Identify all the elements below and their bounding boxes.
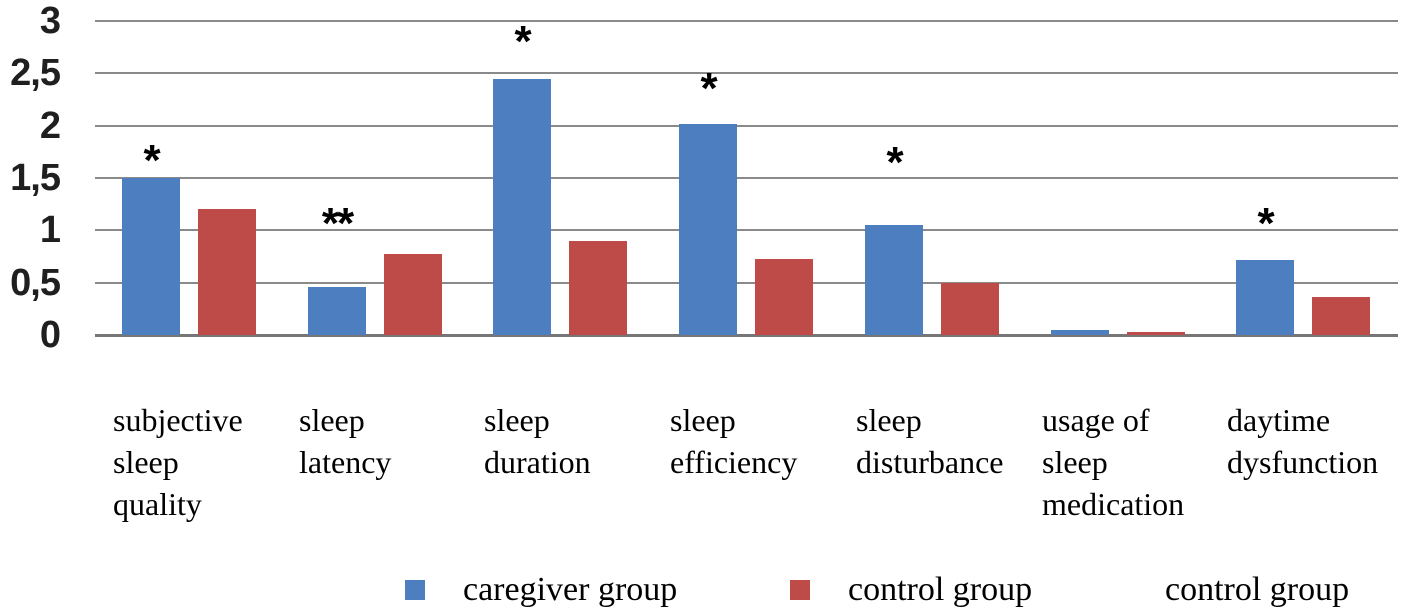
bar-control-group <box>384 254 442 335</box>
legend-item: caregiver group <box>405 570 677 610</box>
bar-control-group <box>198 209 256 335</box>
bar-caregiver-group <box>308 286 366 335</box>
legend-label: caregiver group <box>463 571 678 608</box>
bar-control-group <box>569 240 627 335</box>
legend-label: control group <box>848 571 1033 608</box>
category-label: sleep disturbance <box>856 402 1004 480</box>
bar-caregiver-group <box>1236 259 1294 335</box>
y-axis-tick-label: 0,5 <box>10 261 61 304</box>
gridline <box>95 177 1398 179</box>
y-axis-tick-label: 1,5 <box>10 157 61 199</box>
bar-caregiver-group <box>865 225 923 335</box>
y-axis-tick-label: 2,5 <box>10 52 61 95</box>
category-label: sleep latency <box>299 402 392 480</box>
significance-marker: ** <box>321 199 354 248</box>
bar-caregiver-group <box>1051 329 1109 335</box>
bar-caregiver-group <box>122 178 180 335</box>
category-label: daytime dysfunction <box>1227 402 1379 480</box>
gridline <box>95 124 1398 127</box>
category-label: sleep duration <box>484 402 591 480</box>
bar-control-group <box>755 258 813 335</box>
significance-marker: * <box>143 136 160 185</box>
y-axis-tick-label: 0 <box>39 314 61 356</box>
y-axis-tick-label: 2 <box>39 104 61 147</box>
y-axis-tick-label: 3 <box>39 0 61 42</box>
gridline <box>95 281 1398 284</box>
category-label: subjective sleep quality <box>113 402 243 522</box>
legend-swatch-icon <box>405 580 425 600</box>
bar-caregiver-group <box>493 78 551 335</box>
significance-marker: * <box>886 138 903 187</box>
significance-marker: * <box>1257 199 1274 248</box>
gridline <box>95 229 1398 232</box>
legend-item: control group <box>1165 570 1349 610</box>
category-label: usage of sleep medication <box>1042 402 1185 522</box>
x-axis-line <box>95 334 1398 337</box>
bar-control-group <box>941 282 999 335</box>
y-axis-tick-label: 1 <box>39 209 61 252</box>
significance-marker: * <box>514 17 531 66</box>
legend-swatch-icon <box>790 580 810 600</box>
bar-caregiver-group <box>679 123 737 335</box>
gridline <box>95 20 1398 22</box>
category-label: sleep efficiency <box>670 402 798 480</box>
legend-item: control group <box>790 570 1032 610</box>
legend-label: control group <box>1165 571 1350 608</box>
bar-control-group <box>1127 331 1185 335</box>
significance-marker: * <box>700 64 717 113</box>
bar-control-group <box>1312 297 1370 335</box>
gridline <box>95 72 1398 75</box>
